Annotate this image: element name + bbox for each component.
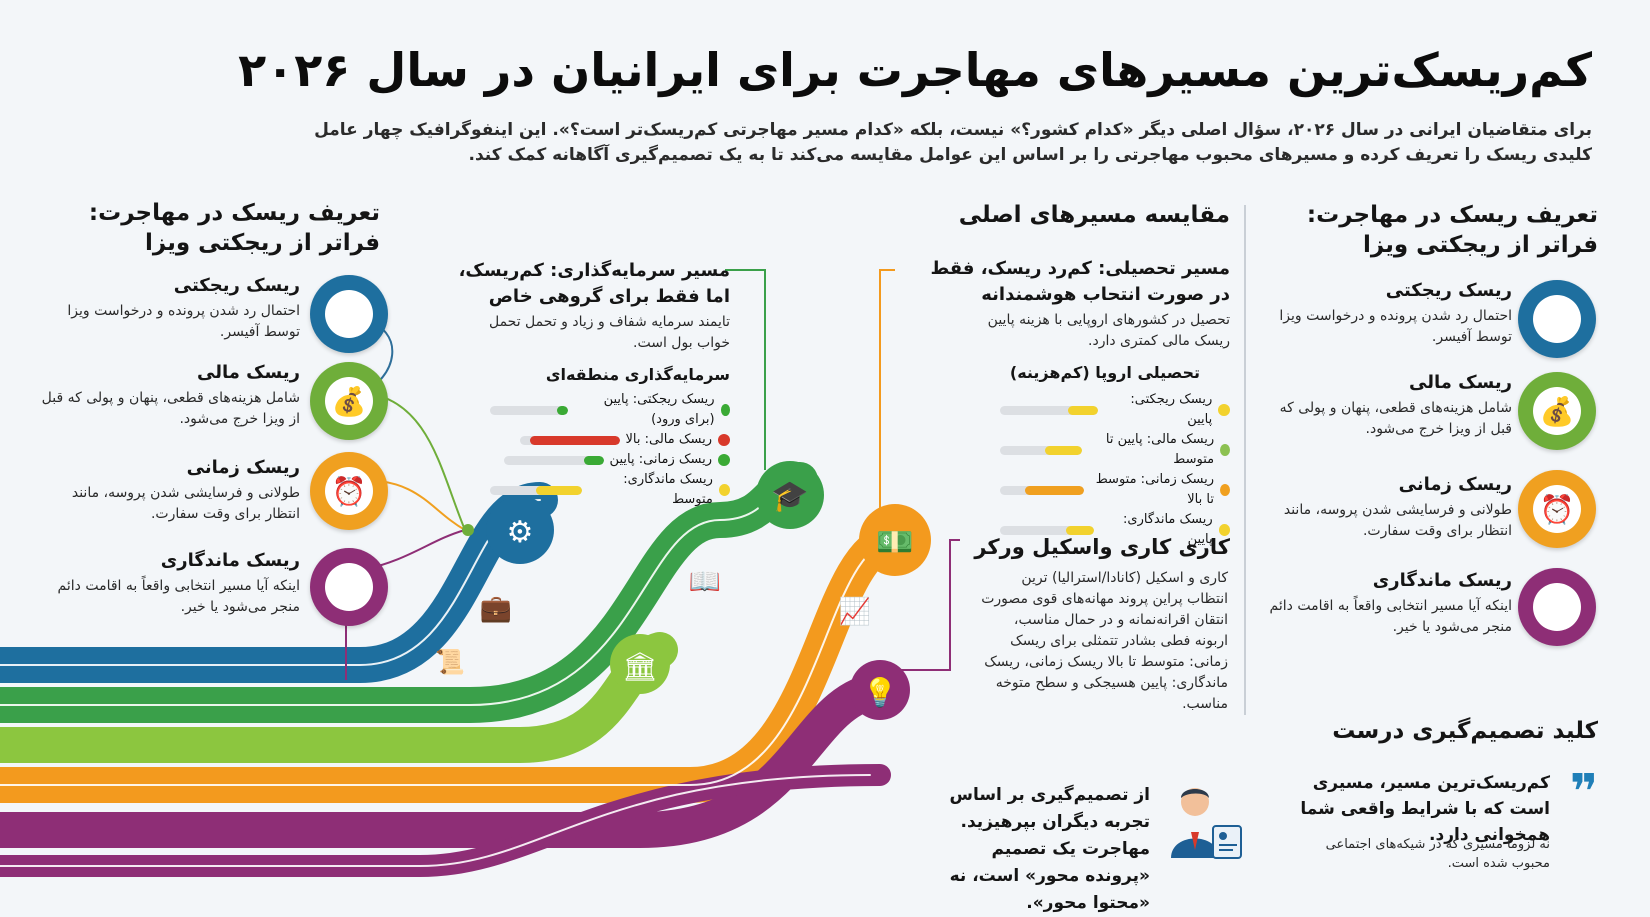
risk-bar	[489, 405, 569, 415]
study-subtitle: تحصیلی اروپا (کم‌هزینه)	[1009, 363, 1200, 382]
right-risk-desc: اینکه آیا مسیر انتخابی واقعاً به اقامت د…	[1269, 598, 1512, 635]
left-risk-title: ریسک ماندگاری	[160, 550, 300, 571]
anchor-icon: ⚓	[1518, 568, 1596, 646]
right-heading-1: تعریف ریسک در مهاجرت:	[1306, 202, 1598, 228]
left-risk-desc: احتمال رد شدن پرونده و درخواست ویزا توسط…	[67, 303, 300, 340]
page-title: کم‌ریسک‌ترین مسیرهای مهاجرت برای ایرانیا…	[238, 43, 1592, 97]
svg-text:💼: 💼	[480, 594, 512, 624]
svg-text:🎓: 🎓	[771, 479, 808, 514]
right-heading-2: فراتر از ریجکتی ویزا	[1363, 232, 1598, 258]
risk-bar	[1000, 405, 1098, 415]
risk-bar	[999, 525, 1095, 535]
svg-text:📈: 📈	[839, 596, 871, 627]
right-risk-title: ریسک ماندگاری	[1372, 570, 1512, 591]
left-risk-title: ریسک مالی	[196, 362, 300, 383]
right-risk-desc: احتمال رد شدن پرونده و درخواست ویزا توسط…	[1279, 308, 1512, 345]
left-risk-title: ریسک زمانی	[186, 457, 300, 478]
right-risk-title: ریسک مالی	[1408, 372, 1512, 393]
left-risk-desc: طولانی و فرسایشی شدن پروسه، مانند انتظار…	[71, 485, 300, 522]
risk-bar	[490, 485, 583, 495]
risk-bar	[1000, 445, 1083, 455]
advice-text: از تصمیم‌گیری بر اساس تجربه دیگران بپرهی…	[949, 785, 1151, 913]
left-risk-desc: شامل هزینه‌های قطعی، پنهان و پولی که قبل…	[41, 390, 300, 427]
work-desc: کاری و اسکیل (کانادا/استرالیا) ترین انتظ…	[981, 570, 1228, 712]
right-risk-desc: شامل هزینه‌های قطعی، پنهان و پولی که قبل…	[1279, 400, 1512, 437]
risk-row: ریسک ریجکتی: پایین	[1000, 390, 1230, 430]
left-risk-desc: اینکه آیا مسیر انتخابی واقعاً به اقامت د…	[57, 578, 300, 615]
shield-x-icon: 🛡	[310, 275, 388, 353]
left-risk-title: ریسک ریجکتی	[173, 275, 300, 296]
risk-row: ریسک ریجکتی: پایین (برای ورود)	[489, 390, 730, 430]
study-risk-table: ریسک ریجکتی: پایین ریسک مالی: پایین تا م…	[999, 390, 1230, 550]
person-with-document-icon	[1165, 780, 1245, 860]
risk-row: ریسک زمانی: متوسط تا بالا	[1000, 470, 1230, 510]
coins-icon: 💰	[310, 362, 388, 440]
compare-heading: مقایسه مسیرهای اصلی	[958, 202, 1230, 228]
study-desc: تحصیل در کشورهای اروپایی با هزینه پایین …	[987, 312, 1230, 349]
left-heading-1: تعریف ریسک در مهاجرت:	[88, 200, 380, 226]
quote-icon: ❞	[1569, 764, 1598, 820]
clock-icon: ⏰	[1518, 470, 1596, 548]
work-title: کاری کاری واسکیل ورکر	[974, 535, 1230, 559]
key-note: نه لزوماً مسیری که در شیکه‌های اجتماعی م…	[1325, 837, 1550, 871]
anchor-icon: ⚓	[310, 548, 388, 626]
key-heading: کلید تصمیم‌گیری درست	[1332, 718, 1598, 744]
right-risk-title: ریسک زمانی	[1398, 474, 1512, 495]
risk-bar	[519, 435, 620, 445]
svg-text:🏛: 🏛	[622, 650, 658, 683]
risk-row: ریسک مالی: بالا	[490, 430, 730, 450]
coins-icon: 💰	[1518, 372, 1596, 450]
invest-risk-table: ریسک ریجکتی: پایین (برای ورود) ریسک مالی…	[489, 390, 730, 510]
right-risk-title: ریسک ریجکتی	[1385, 280, 1512, 301]
right-risk-desc: طولانی و فرسایشی شدن پروسه، مانند انتظار…	[1283, 502, 1512, 539]
risk-row: ریسک زمانی: پایین	[490, 450, 730, 470]
ribbons-graphic: ⚙ 🎓 💵 🏛 💡 💼 📜 📖 📈	[0, 205, 1246, 877]
risk-row: ریسک ماندگاری: متوسط	[490, 470, 730, 510]
shield-x-icon: 🛡	[1518, 280, 1596, 358]
intro-text: برای متقاضیان ایرانی در سال ۲۰۲۶، سؤال ا…	[314, 120, 1592, 165]
risk-row: ریسک مالی: پایین تا متوسط	[1000, 430, 1230, 470]
svg-text:💵: 💵	[876, 525, 913, 560]
key-quote: کم‌ریسک‌ترین مسیر، مسیری است که با شرایط…	[1300, 773, 1550, 845]
svg-text:⚙: ⚙	[507, 515, 534, 550]
risk-bar	[503, 455, 604, 465]
study-title-2: در صورت انتحاب هوشمندانه	[981, 284, 1230, 305]
svg-text:📜: 📜	[435, 648, 465, 676]
risk-row: ریسک ماندگاری: پایین	[999, 510, 1230, 550]
study-title-1: مسیر تحصیلی: کم‌رد ریسک، فقط	[930, 258, 1230, 279]
left-heading-2: فراتر از ریجکتی ویزا	[145, 230, 380, 256]
invest-desc: تایمند سرمایه شفاف و زیاد و تحمل تحمل خو…	[488, 314, 730, 351]
svg-text:📖: 📖	[689, 567, 721, 597]
invest-title-2: اما فقط برای گروهی خاص	[488, 286, 730, 307]
risk-bar	[1000, 485, 1084, 495]
clock-icon: ⏰	[310, 452, 388, 530]
svg-text:💡: 💡	[863, 676, 898, 709]
invest-subtitle: سرمایه‌گذاری منطقه‌ای	[545, 365, 730, 384]
invest-title-1: مسیر سرمایه‌گذاری: کم‌ریسک،	[458, 260, 730, 281]
